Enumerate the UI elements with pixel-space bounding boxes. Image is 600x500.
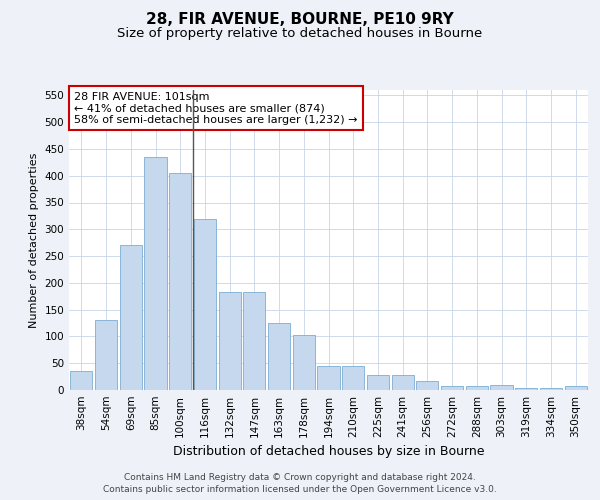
Bar (441, 386, 463, 390)
Bar (466, 386, 488, 390)
Bar (218, 292, 241, 390)
Bar (145, 157, 167, 390)
Bar (70, 371, 92, 390)
Bar (95, 320, 117, 390)
Bar (367, 375, 389, 390)
Bar (268, 323, 290, 390)
Bar (540, 388, 562, 390)
X-axis label: Distribution of detached houses by size in Bourne: Distribution of detached houses by size … (173, 446, 484, 458)
Bar (293, 335, 315, 390)
Bar (565, 386, 587, 390)
Bar (119, 246, 142, 390)
Bar (317, 366, 340, 390)
Bar (342, 366, 364, 390)
Text: 28 FIR AVENUE: 101sqm
← 41% of detached houses are smaller (874)
58% of semi-det: 28 FIR AVENUE: 101sqm ← 41% of detached … (74, 92, 358, 124)
Bar (392, 375, 414, 390)
Text: 28, FIR AVENUE, BOURNE, PE10 9RY: 28, FIR AVENUE, BOURNE, PE10 9RY (146, 12, 454, 28)
Y-axis label: Number of detached properties: Number of detached properties (29, 152, 39, 328)
Bar (490, 384, 512, 390)
Text: Size of property relative to detached houses in Bourne: Size of property relative to detached ho… (118, 26, 482, 40)
Bar (194, 218, 216, 390)
Bar (515, 388, 538, 390)
Bar (169, 173, 191, 390)
Bar (243, 292, 265, 390)
Text: Contains HM Land Registry data © Crown copyright and database right 2024.: Contains HM Land Registry data © Crown c… (124, 472, 476, 482)
Bar (416, 381, 439, 390)
Text: Contains public sector information licensed under the Open Government Licence v3: Contains public sector information licen… (103, 485, 497, 494)
